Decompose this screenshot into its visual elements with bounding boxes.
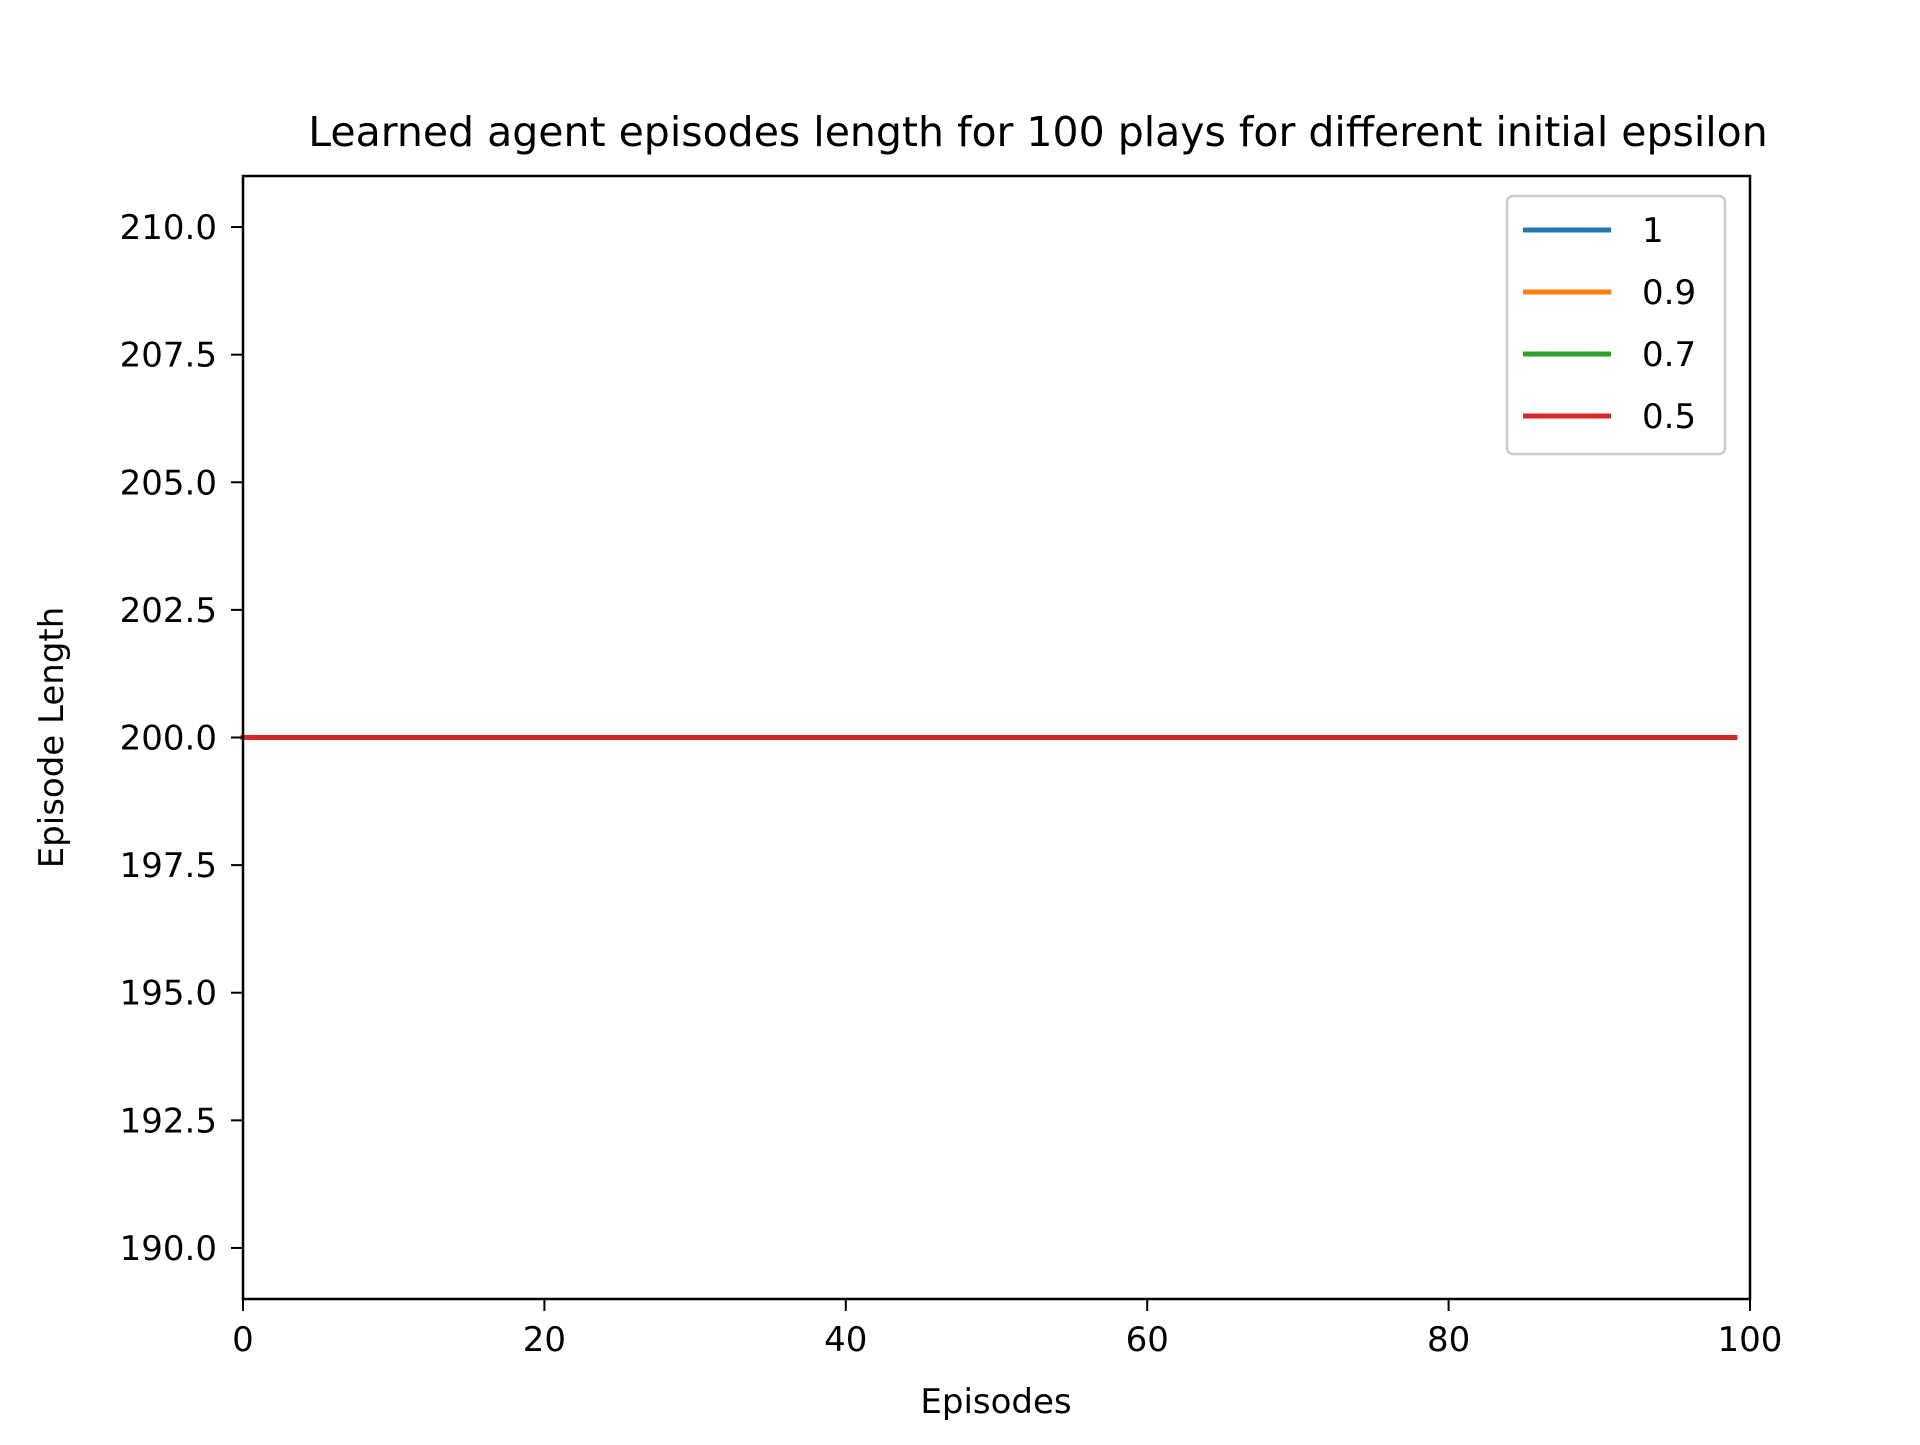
y-tick-label: 210.0 [120,208,217,248]
y-axis-title-group: Episode Length [32,607,72,869]
chart-title: Learned agent episodes length for 100 pl… [308,108,1768,156]
y-tick-label: 195.0 [120,974,217,1014]
x-tick-label: 20 [523,1320,566,1360]
x-tick-label: 100 [1718,1320,1783,1360]
y-tick-label: 200.0 [120,719,217,759]
plot-area: 0 20 40 60 80 100 190.0 192.5 195.0 197.5 200.0 202… [120,174,1783,1360]
y-tick-label: 192.5 [120,1101,217,1141]
x-tick-label: 80 [1427,1320,1470,1360]
y-tick-label: 202.5 [120,591,217,631]
y-axis-title: Episode Length [32,607,72,869]
x-axis-title: Episodes [920,1382,1071,1422]
x-tick-label: 40 [824,1320,867,1360]
legend-label-1: 1 [1642,211,1664,251]
y-tick-label: 205.0 [120,463,217,503]
y-tick-label: 207.5 [120,336,217,376]
x-tick-label: 0 [232,1320,254,1360]
legend-box [1505,194,1727,456]
legend-label-0.5: 0.5 [1642,397,1696,437]
y-tick-label: 197.5 [120,846,217,886]
legend-label-0.7: 0.7 [1642,335,1696,375]
legend: 1 0.9 0.7 0.5 [1505,194,1727,456]
x-tick-label: 60 [1126,1320,1169,1360]
legend-label-0.9: 0.9 [1642,273,1696,313]
y-tick-label: 190.0 [120,1229,217,1269]
